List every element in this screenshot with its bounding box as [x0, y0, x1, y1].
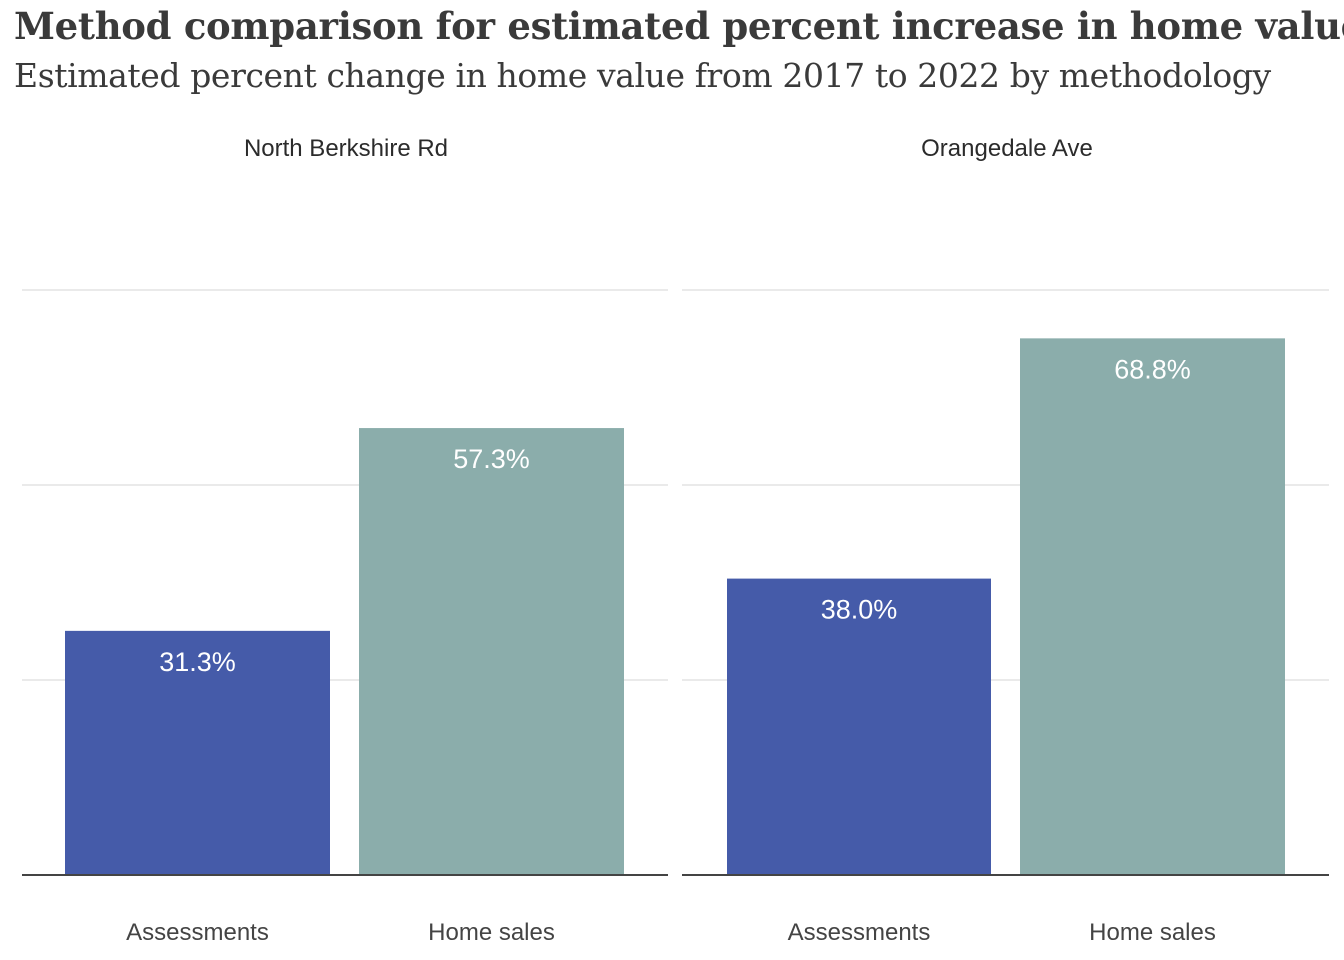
data-label: 38.0% [821, 595, 898, 625]
x-tick-label: Home sales [428, 919, 555, 946]
bar [65, 630, 330, 875]
data-label: 68.8% [1114, 354, 1191, 384]
x-tick-label: Home sales [1089, 919, 1216, 946]
bar [727, 578, 991, 875]
panel-title: Orangedale Ave [921, 135, 1093, 162]
chart-title: Method comparison for estimated percent … [14, 4, 1344, 48]
bar [359, 428, 624, 875]
data-label: 57.3% [453, 444, 530, 474]
x-tick-label: Assessments [788, 919, 931, 946]
chart-subtitle: Estimated percent change in home value f… [14, 56, 1271, 95]
x-tick-label: Assessments [126, 919, 269, 946]
data-label: 31.3% [159, 647, 236, 677]
panel-title: North Berkshire Rd [244, 135, 448, 162]
bar [1020, 338, 1285, 875]
